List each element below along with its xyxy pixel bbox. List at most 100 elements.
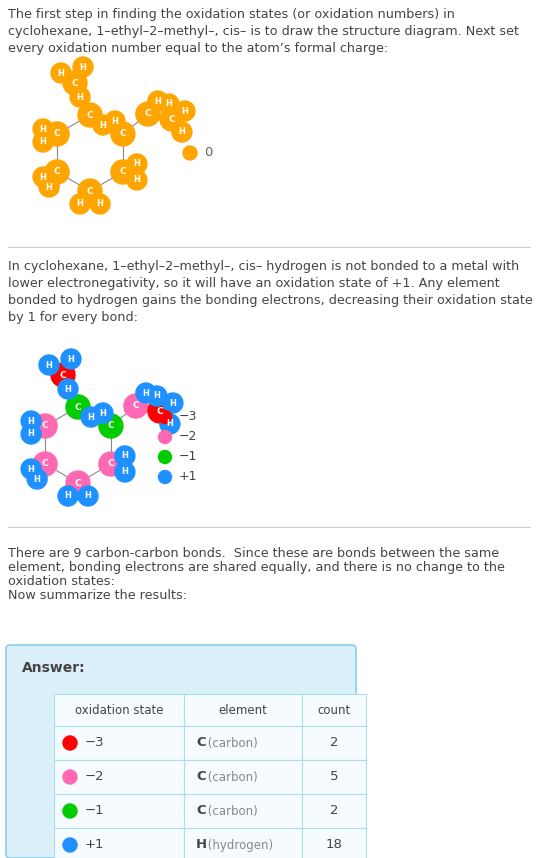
Circle shape bbox=[93, 403, 113, 423]
Circle shape bbox=[27, 469, 47, 489]
Circle shape bbox=[33, 414, 57, 438]
Text: H: H bbox=[27, 430, 34, 438]
Text: H: H bbox=[46, 183, 53, 191]
Circle shape bbox=[66, 471, 90, 495]
Text: C: C bbox=[87, 186, 93, 196]
Text: C: C bbox=[168, 114, 175, 124]
Circle shape bbox=[33, 132, 53, 152]
Text: (carbon): (carbon) bbox=[204, 736, 258, 750]
Circle shape bbox=[70, 194, 90, 214]
Circle shape bbox=[58, 486, 78, 506]
Text: H: H bbox=[40, 172, 46, 182]
Circle shape bbox=[63, 736, 77, 750]
Text: H: H bbox=[88, 413, 95, 421]
Text: C: C bbox=[75, 479, 81, 487]
Text: (carbon): (carbon) bbox=[204, 805, 258, 818]
Circle shape bbox=[33, 452, 57, 476]
Text: (hydrogen): (hydrogen) bbox=[204, 838, 273, 851]
Text: The first step in finding the oxidation states (or oxidation numbers) in
cyclohe: The first step in finding the oxidation … bbox=[8, 8, 519, 55]
Circle shape bbox=[159, 410, 172, 424]
Circle shape bbox=[39, 177, 59, 197]
Circle shape bbox=[78, 103, 102, 127]
Circle shape bbox=[99, 452, 123, 476]
Circle shape bbox=[51, 363, 75, 387]
Text: H: H bbox=[133, 176, 140, 184]
Text: H: H bbox=[143, 389, 150, 397]
Text: There are 9 carbon-carbon bonds.  Since these are bonds between the same: There are 9 carbon-carbon bonds. Since t… bbox=[8, 547, 499, 560]
Circle shape bbox=[33, 167, 53, 187]
Circle shape bbox=[159, 470, 172, 484]
Circle shape bbox=[45, 122, 69, 146]
Circle shape bbox=[99, 414, 123, 438]
Circle shape bbox=[81, 407, 101, 427]
Circle shape bbox=[136, 383, 156, 403]
Circle shape bbox=[148, 91, 168, 111]
Text: H: H bbox=[68, 354, 74, 364]
Text: H: H bbox=[154, 96, 161, 106]
Text: H: H bbox=[80, 63, 87, 71]
Circle shape bbox=[70, 87, 90, 107]
Text: H: H bbox=[122, 468, 129, 476]
Circle shape bbox=[21, 459, 41, 479]
Text: H: H bbox=[58, 69, 65, 77]
Text: −2: −2 bbox=[85, 770, 104, 783]
FancyBboxPatch shape bbox=[6, 645, 356, 858]
Text: 2: 2 bbox=[330, 805, 338, 818]
Circle shape bbox=[159, 450, 172, 463]
Circle shape bbox=[39, 355, 59, 375]
Circle shape bbox=[63, 838, 77, 852]
Circle shape bbox=[73, 57, 93, 77]
Text: element: element bbox=[218, 704, 267, 716]
Circle shape bbox=[124, 394, 148, 418]
Text: H: H bbox=[65, 492, 72, 500]
Text: +1: +1 bbox=[85, 838, 104, 851]
Text: C: C bbox=[42, 460, 48, 468]
Circle shape bbox=[159, 94, 179, 114]
Text: element, bonding electrons are shared equally, and there is no change to the: element, bonding electrons are shared eq… bbox=[8, 561, 505, 574]
Circle shape bbox=[115, 462, 135, 482]
Circle shape bbox=[63, 804, 77, 818]
Text: C: C bbox=[60, 371, 66, 379]
Text: C: C bbox=[196, 805, 206, 818]
Circle shape bbox=[78, 486, 98, 506]
Circle shape bbox=[78, 179, 102, 203]
Text: Now summarize the results:: Now summarize the results: bbox=[8, 589, 187, 602]
Text: H: H bbox=[27, 416, 34, 426]
Text: 2: 2 bbox=[330, 736, 338, 750]
Circle shape bbox=[127, 154, 147, 174]
Text: C: C bbox=[119, 130, 126, 138]
Circle shape bbox=[183, 146, 197, 160]
Circle shape bbox=[51, 63, 71, 83]
Text: H: H bbox=[179, 128, 186, 136]
Circle shape bbox=[111, 122, 135, 146]
Text: C: C bbox=[54, 167, 60, 177]
Text: H: H bbox=[100, 120, 107, 130]
Text: 5: 5 bbox=[330, 770, 338, 783]
Text: H: H bbox=[181, 106, 188, 116]
Circle shape bbox=[147, 386, 167, 406]
Circle shape bbox=[163, 393, 183, 413]
Text: C: C bbox=[196, 770, 206, 783]
Circle shape bbox=[45, 160, 69, 184]
Text: H: H bbox=[100, 408, 107, 418]
Text: H: H bbox=[122, 451, 129, 461]
Circle shape bbox=[61, 349, 81, 369]
Text: C: C bbox=[87, 111, 93, 119]
Text: oxidation state: oxidation state bbox=[75, 704, 163, 716]
Text: Answer:: Answer: bbox=[22, 661, 86, 675]
Circle shape bbox=[111, 160, 135, 184]
Text: (carbon): (carbon) bbox=[204, 770, 258, 783]
Circle shape bbox=[66, 395, 90, 419]
Text: H: H bbox=[196, 838, 207, 851]
Text: H: H bbox=[166, 100, 172, 108]
Circle shape bbox=[90, 194, 110, 214]
Circle shape bbox=[93, 115, 113, 135]
Text: H: H bbox=[40, 137, 46, 147]
Text: −1: −1 bbox=[179, 450, 197, 463]
Text: +1: +1 bbox=[179, 470, 197, 484]
Text: H: H bbox=[27, 464, 34, 474]
Circle shape bbox=[63, 770, 77, 784]
Text: −3: −3 bbox=[85, 736, 104, 750]
Text: 0: 0 bbox=[204, 147, 213, 160]
Text: H: H bbox=[166, 420, 173, 428]
